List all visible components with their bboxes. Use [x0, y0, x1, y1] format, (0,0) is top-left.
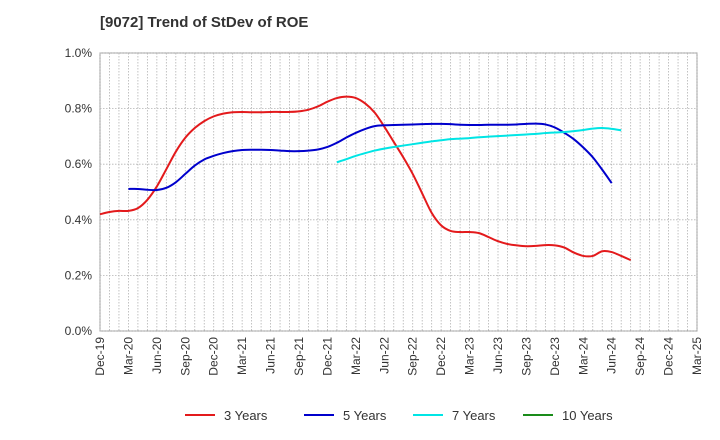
x-tick-label: Jun-23 [491, 337, 505, 374]
y-tick-label: 1.0% [65, 46, 93, 60]
x-tick-label: Sep-23 [519, 337, 533, 376]
x-tick-label: Sep-21 [292, 337, 306, 376]
x-tick-label: Jun-21 [264, 337, 278, 374]
grid-lines [99, 52, 698, 332]
legend-label-3-years: 3 Years [224, 408, 268, 423]
plot-frame [99, 52, 698, 332]
legend-label-5-years: 5 Years [343, 408, 387, 423]
y-tick-label: 0.2% [65, 268, 93, 282]
series-lines [99, 95, 632, 262]
x-tick-label: Sep-24 [633, 337, 647, 376]
x-tick-label: Mar-25 [690, 337, 704, 375]
x-tick-label: Dec-19 [93, 337, 107, 376]
plot-area [99, 52, 698, 332]
x-tick-label: Sep-20 [178, 337, 192, 376]
x-tick-label: Mar-22 [349, 337, 363, 375]
x-axis-ticks: Dec-19 Mar-20 Jun-20 Sep-20 Dec-20 Mar-21 Jun-… [93, 337, 704, 376]
series-line-3-years [99, 95, 632, 262]
x-tick-label: Dec-22 [434, 337, 448, 376]
x-tick-label: Jun-24 [605, 337, 619, 374]
legend: 3 Years 5 Years 7 Years 10 Years [185, 408, 613, 423]
x-tick-label: Mar-20 [121, 337, 135, 375]
x-tick-label: Dec-20 [207, 337, 221, 376]
y-tick-label: 0.4% [65, 213, 93, 227]
series-line-5-years [128, 122, 613, 192]
x-tick-label: Dec-23 [548, 337, 562, 376]
legend-label-7-years: 7 Years [452, 408, 496, 423]
x-tick-label: Mar-21 [235, 337, 249, 375]
y-axis-ticks: 0.0% 0.2% 0.4% 0.6% 0.8% 1.0% [65, 46, 93, 338]
x-tick-label: Jun-22 [377, 337, 391, 374]
y-tick-label: 0.0% [65, 324, 93, 338]
x-tick-label: Jun-20 [150, 337, 164, 374]
x-tick-label: Sep-22 [406, 337, 420, 376]
x-tick-label: Mar-24 [576, 337, 590, 375]
legend-label-10-years: 10 Years [562, 408, 613, 423]
series-line-7-years [336, 127, 622, 164]
y-tick-label: 0.8% [65, 102, 93, 116]
x-tick-label: Dec-24 [662, 337, 676, 376]
x-tick-label: Mar-23 [463, 337, 477, 375]
chart-title: [9072] Trend of StDev of ROE [100, 14, 308, 31]
y-tick-label: 0.6% [65, 157, 93, 171]
x-tick-label: Dec-21 [320, 337, 334, 376]
